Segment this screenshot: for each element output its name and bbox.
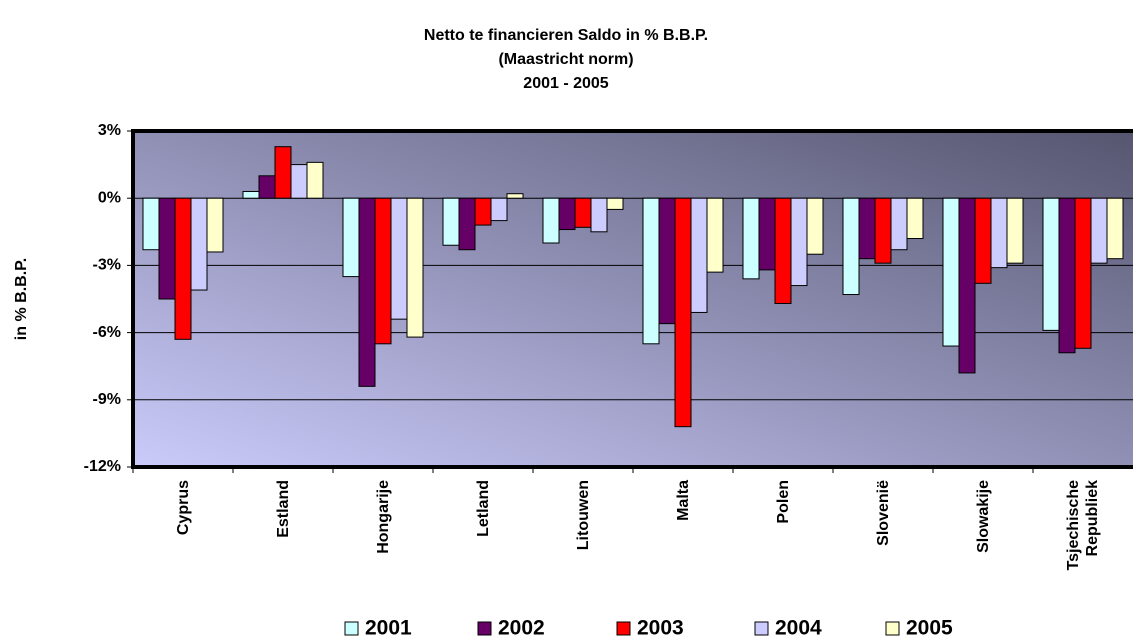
x-tick-label: Hongarije: [374, 480, 392, 554]
bar: [974, 197, 992, 284]
bar: [358, 197, 376, 387]
bar: [558, 197, 576, 231]
bar: [206, 197, 224, 253]
bar: [942, 197, 960, 347]
bar: [290, 164, 308, 199]
bar: [406, 197, 424, 338]
bar: [742, 197, 760, 280]
x-tick-label: Polen: [774, 480, 792, 524]
bar: [874, 197, 892, 264]
y-tick-label: 3%: [98, 122, 121, 139]
bar: [890, 197, 908, 251]
bar: [1074, 197, 1092, 349]
legend-label: 2001: [365, 617, 412, 640]
legend-label: 2003: [637, 617, 684, 640]
legend-label: 2002: [498, 617, 545, 640]
bar: [458, 197, 476, 251]
bar: [706, 197, 724, 273]
bar: [1006, 197, 1024, 264]
x-tick-label: Tsjechische Republiek: [1065, 480, 1101, 571]
bar: [474, 197, 492, 226]
bar: [590, 197, 608, 233]
bar: [774, 197, 792, 304]
bar: [906, 197, 924, 240]
bar: [190, 197, 208, 291]
x-tick-label: Estland: [274, 480, 292, 538]
y-tick-label: -12%: [84, 458, 121, 475]
legend-swatch: [344, 621, 359, 636]
y-tick-label: -6%: [93, 324, 121, 341]
plot-frame: [131, 129, 1133, 469]
bar: [490, 197, 508, 222]
chart-title: Netto te financieren Saldo in % B.B.P.: [424, 27, 708, 44]
bar: [342, 197, 360, 278]
bar: [158, 197, 176, 300]
x-tick-label: Malta: [674, 480, 692, 521]
legend-swatch: [477, 621, 492, 636]
x-tick-label: Cyprus: [174, 480, 192, 536]
bar: [674, 197, 692, 428]
x-tick-label: Slowakije: [974, 480, 992, 553]
bar: [374, 197, 392, 345]
bar: [690, 197, 708, 313]
bar: [1106, 197, 1124, 260]
x-tick-label: Slovenië: [874, 480, 892, 546]
bar: [174, 197, 192, 340]
legend-label: 2004: [775, 617, 822, 640]
bar: [258, 175, 276, 199]
legend-swatch: [616, 621, 631, 636]
bar: [1058, 197, 1076, 354]
bar: [758, 197, 776, 271]
bar: [506, 193, 524, 199]
bar: [990, 197, 1008, 269]
bar: [958, 197, 976, 374]
chart-period: 2001 - 2005: [523, 75, 609, 92]
bar: [790, 197, 808, 287]
bar: [142, 197, 160, 251]
bar: [442, 197, 460, 246]
legend-label: 2005: [906, 617, 953, 640]
bar: [642, 197, 660, 345]
bar: [842, 197, 860, 296]
bar: [858, 197, 876, 260]
y-tick-label: -3%: [93, 257, 121, 274]
bar: [1042, 197, 1060, 331]
legend-swatch: [885, 621, 900, 636]
x-tick-label: Letland: [474, 480, 492, 537]
bar: [658, 197, 676, 325]
bar: [1090, 197, 1108, 264]
chart-subtitle: (Maastricht norm): [498, 51, 633, 68]
bar: [606, 197, 624, 210]
x-tick-label: Litouwen: [574, 480, 592, 551]
bar: [806, 197, 824, 255]
legend-swatch: [754, 621, 769, 636]
bar: [242, 190, 260, 199]
bar: [306, 161, 324, 199]
y-tick-label: -9%: [93, 391, 121, 408]
y-tick-label: 0%: [98, 189, 121, 206]
y-axis-label: in % B.B.P.: [13, 258, 30, 340]
bar: [542, 197, 560, 244]
bar: [574, 197, 592, 228]
bar: [274, 146, 292, 199]
bar: [390, 197, 408, 320]
